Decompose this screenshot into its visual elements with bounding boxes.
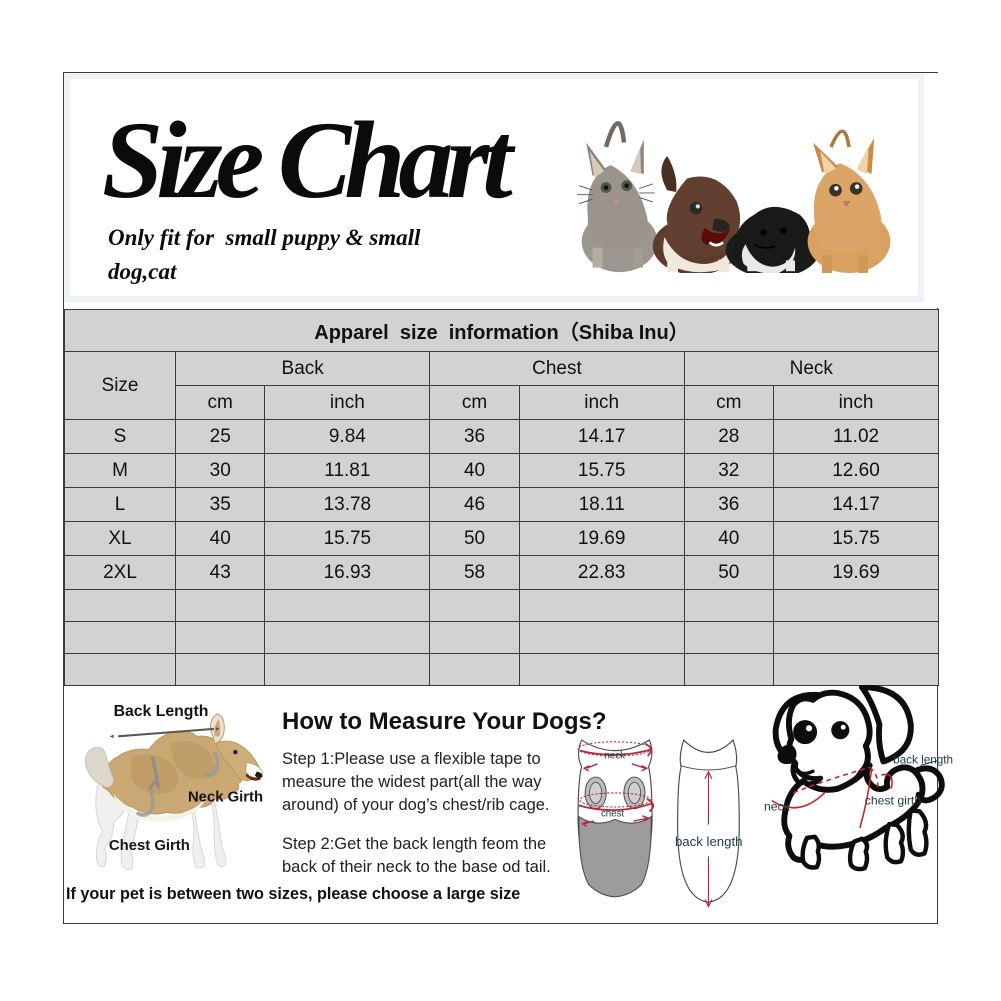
svg-text:chest girth: chest girth: [865, 794, 921, 808]
svg-text:Back Length: Back Length: [114, 703, 209, 720]
svg-text:neck: neck: [604, 751, 625, 762]
svg-text:chest: chest: [601, 809, 624, 820]
svg-text:Chest Girth: Chest Girth: [109, 838, 190, 854]
svg-text:neck: neck: [764, 799, 791, 813]
svg-text:Neck Girth: Neck Girth: [188, 789, 263, 805]
svg-text:back length: back length: [675, 834, 743, 849]
